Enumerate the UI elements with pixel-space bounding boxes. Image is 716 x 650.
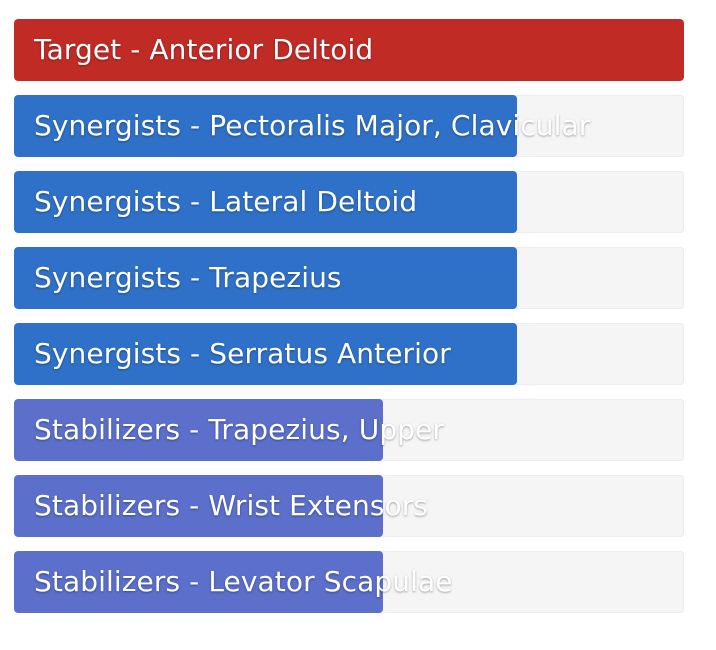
muscle-bar-label: Stabilizers - Trapezius, Upper bbox=[34, 413, 444, 446]
muscle-bar-synergist-lateral-deltoid: Synergists - Lateral Deltoid bbox=[14, 171, 684, 233]
muscle-bar-label: Synergists - Lateral Deltoid bbox=[34, 185, 418, 218]
muscle-bar-fill bbox=[14, 171, 517, 233]
muscle-bar-synergist-trapezius: Synergists - Trapezius bbox=[14, 247, 684, 309]
muscle-bar-stabilizer-wrist-extensors: Stabilizers - Wrist Extensors bbox=[14, 475, 684, 537]
muscle-bar-synergist-serratus-anterior: Synergists - Serratus Anterior bbox=[14, 323, 684, 385]
muscle-bar-synergist-pectoralis-major-clavicular: Synergists - Pectoralis Major, Clavicula… bbox=[14, 95, 684, 157]
muscle-bar-label: Target - Anterior Deltoid bbox=[34, 33, 374, 66]
muscle-bar-fill bbox=[14, 399, 383, 461]
muscle-bar-stabilizer-trapezius-upper: Stabilizers - Trapezius, Upper bbox=[14, 399, 684, 461]
muscle-bar-label: Stabilizers - Wrist Extensors bbox=[34, 489, 429, 522]
muscle-activation-list: Target - Anterior Deltoid Synergists - P… bbox=[14, 19, 684, 627]
muscle-bar-fill bbox=[14, 247, 517, 309]
muscle-bar-label: Synergists - Pectoralis Major, Clavicula… bbox=[34, 109, 591, 142]
muscle-bar-fill bbox=[14, 475, 383, 537]
muscle-bar-label: Stabilizers - Levator Scapulae bbox=[34, 565, 453, 598]
muscle-bar-label: Synergists - Serratus Anterior bbox=[34, 337, 451, 370]
muscle-bar-target-anterior-deltoid: Target - Anterior Deltoid bbox=[14, 19, 684, 81]
muscle-bar-stabilizer-levator-scapulae: Stabilizers - Levator Scapulae bbox=[14, 551, 684, 613]
muscle-bar-fill bbox=[14, 95, 517, 157]
muscle-bar-fill bbox=[14, 19, 684, 81]
muscle-bar-fill bbox=[14, 551, 383, 613]
muscle-bar-label: Synergists - Trapezius bbox=[34, 261, 342, 294]
muscle-bar-fill bbox=[14, 323, 517, 385]
